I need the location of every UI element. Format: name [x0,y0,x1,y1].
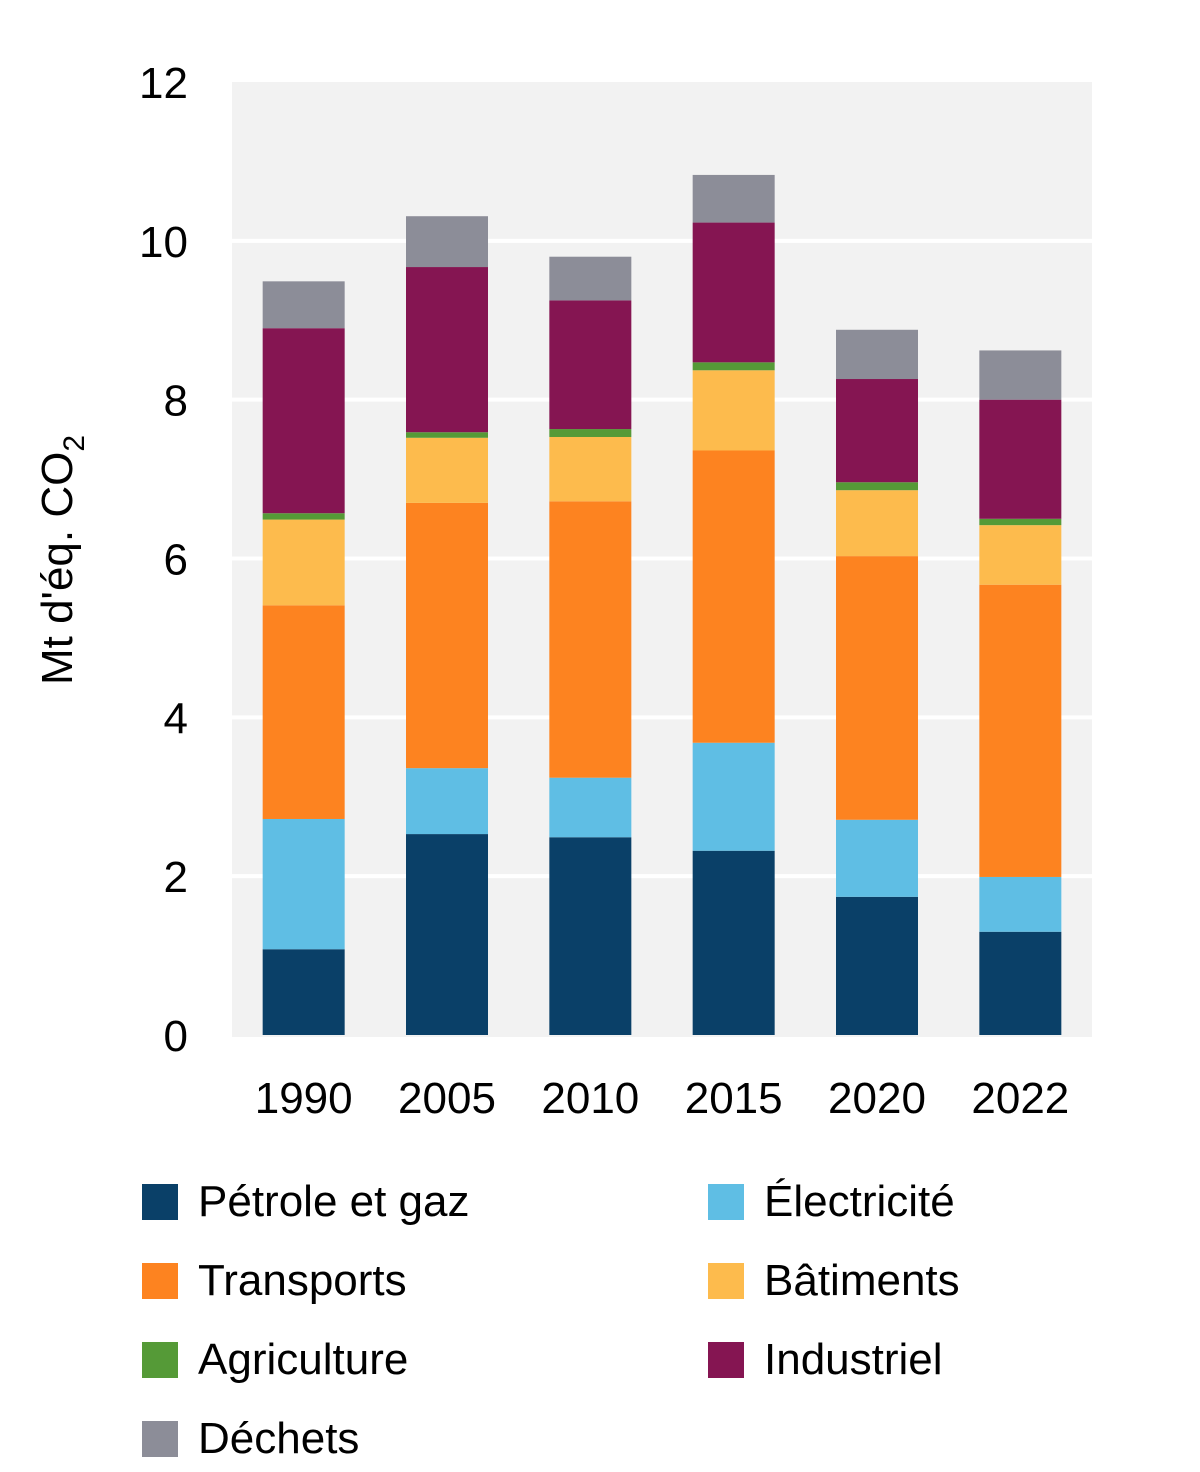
legend-swatch [708,1263,744,1299]
legend-label: Pétrole et gaz [198,1177,470,1226]
y-tick-label: 4 [164,694,188,743]
legend-label: Déchets [198,1414,360,1463]
x-tick-label: 2010 [541,1074,639,1123]
bar-segment-1990-2 [262,605,345,819]
bar-segment-2010-1 [549,777,632,838]
legend-swatch [142,1184,178,1220]
bar-segment-1990-5 [262,328,345,514]
legend-label: Bâtiments [764,1256,960,1305]
legend-swatch [708,1342,744,1378]
y-tick-label: 10 [139,218,188,267]
y-tick-label: 12 [139,59,188,108]
bar-segment-2005-1 [406,768,488,835]
bar-segment-2015-3 [692,370,775,451]
bars [262,174,1062,1035]
legend-item: Transports [142,1251,407,1311]
bar-segment-2015-6 [692,174,775,223]
y-tick-label: 2 [164,853,188,902]
y-tick-label: 8 [164,377,188,426]
bar-segment-1990-6 [262,281,345,329]
y-axis-title-subscript: 2 [58,435,91,452]
bar-segment-2022-5 [979,399,1062,519]
x-tick-label: 1990 [255,1074,353,1123]
y-tick-label: 6 [164,536,188,585]
bar-segment-2010-6 [549,256,632,301]
bar-segment-2022-4 [979,518,1062,526]
bar-segment-2005-2 [406,502,488,769]
bar-segment-2020-3 [836,490,918,557]
legend-item: Agriculture [142,1330,408,1390]
bar-segment-2005-3 [406,437,488,503]
y-axis-title-main: Mt d'éq. CO [33,452,82,685]
legend-swatch [142,1421,178,1457]
bar-segment-2005-5 [406,267,488,433]
legend-item: Industriel [708,1330,943,1390]
bar-segment-2020-1 [836,819,918,897]
bar-segment-1990-0 [262,949,345,1035]
bar-segment-2020-0 [836,896,918,1035]
legend-item: Pétrole et gaz [142,1172,470,1232]
legend: Pétrole et gaz Électricité Transports Bâtim… [142,1172,1142,1472]
x-tick-label: 2015 [685,1074,783,1123]
x-tick-label: 2020 [828,1074,926,1123]
legend-label: Agriculture [198,1335,409,1384]
bar-segment-2020-4 [836,482,918,491]
bar-segment-2010-4 [549,429,632,437]
bar-segment-1990-4 [262,513,345,520]
bar-segment-1990-3 [262,519,345,606]
bar-segment-2020-2 [836,556,918,820]
legend-label: Industriel [764,1335,943,1384]
legend-item: Bâtiments [708,1251,960,1311]
legend-swatch [142,1263,178,1299]
legend-label: Électricité [764,1177,955,1226]
legend-item: Électricité [708,1172,955,1232]
bar-segment-2015-2 [692,450,775,743]
bar-segment-2010-0 [549,837,632,1035]
bar-segment-2022-1 [979,876,1062,932]
chart: 0 2 4 6 8 10 12 1990 2005 2010 2015 2020 2022 Mt d'… [33,59,1092,1123]
y-tick-label: 0 [164,1012,188,1061]
bar-segment-2005-0 [406,834,488,1035]
y-axis-ticks: 0 2 4 6 8 10 12 [139,59,188,1061]
legend-swatch [708,1184,744,1220]
x-axis-ticks: 1990 2005 2010 2015 2020 2022 [255,1074,1070,1123]
bar-segment-2010-5 [549,300,632,430]
y-axis-title: Mt d'éq. CO2 [33,435,91,685]
x-tick-label: 2022 [971,1074,1069,1123]
bar-segment-2020-5 [836,379,918,483]
bar-segment-2015-0 [692,850,775,1035]
bar-segment-2022-2 [979,584,1062,877]
bar-segment-2010-2 [549,501,632,778]
bar-segment-2015-5 [692,222,775,363]
bar-segment-2022-3 [979,525,1062,585]
legend-swatch [142,1342,178,1378]
legend-item: Déchets [142,1409,359,1469]
gridlines [232,238,1092,879]
bar-segment-2022-0 [979,931,1062,1035]
bar-segment-2015-4 [692,362,775,371]
bar-segment-2015-1 [692,742,775,851]
bar-segment-2005-4 [406,432,488,438]
bar-segment-2020-6 [836,329,918,380]
bar-segment-2022-6 [979,350,1062,400]
x-tick-label: 2005 [398,1074,496,1123]
bar-segment-2010-3 [549,436,632,502]
bar-segment-1990-1 [262,818,345,950]
legend-label: Transports [198,1256,407,1305]
bar-segment-2005-6 [406,216,488,268]
